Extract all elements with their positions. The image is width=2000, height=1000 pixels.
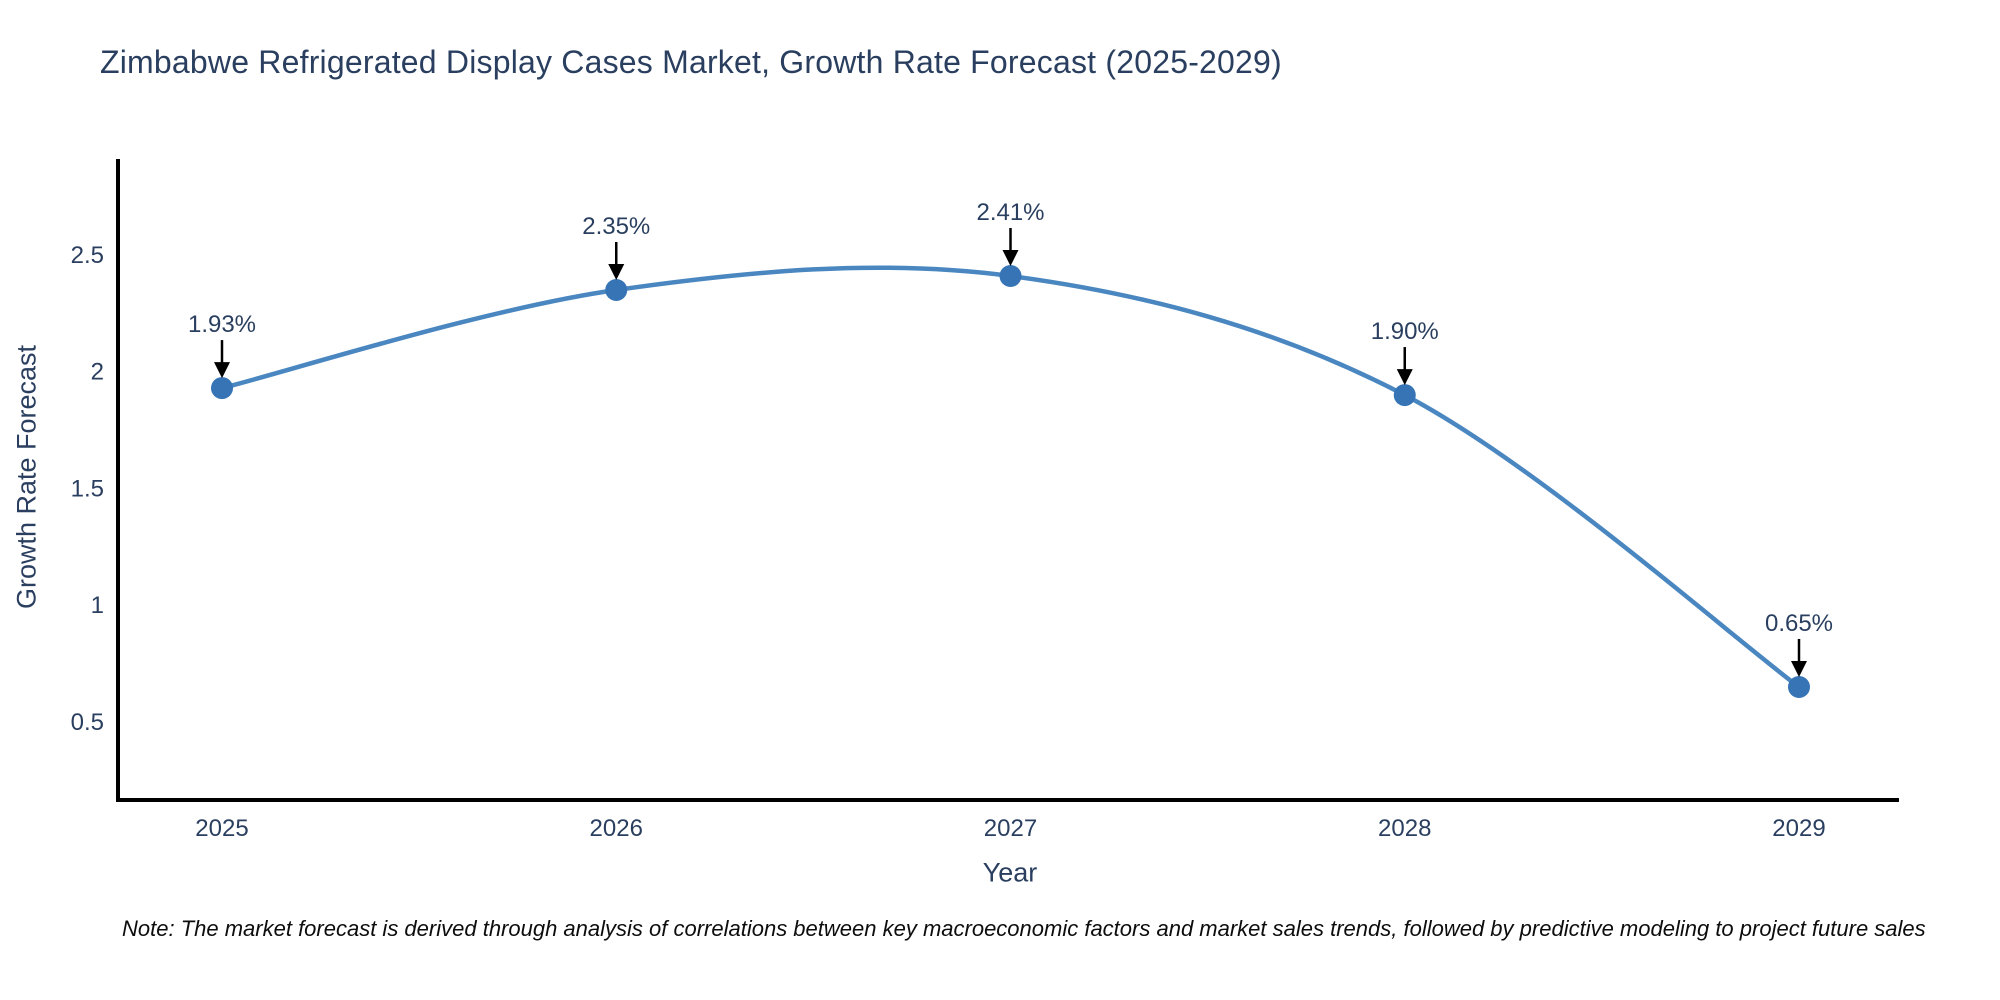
data-point-label: 2.41% [976, 199, 1044, 226]
annotation-arrow-head [608, 264, 625, 281]
data-point-marker [999, 264, 1022, 287]
chart-title: Zimbabwe Refrigerated Display Cases Mark… [100, 44, 1282, 80]
x-tick-label: 2027 [984, 815, 1037, 842]
x-tick-label: 2028 [1378, 815, 1431, 842]
data-point-marker [605, 279, 628, 302]
data-point-marker [1393, 384, 1416, 407]
x-tick-label: 2029 [1772, 815, 1825, 842]
data-point-label: 0.65% [1765, 610, 1833, 637]
annotation-arrow-head [1396, 369, 1413, 386]
data-point-label: 1.93% [188, 311, 256, 338]
annotation-arrow-head [1002, 249, 1019, 266]
x-axis-title: Year [982, 857, 1038, 888]
x-tick-label: 2026 [590, 815, 643, 842]
data-point-marker [1788, 675, 1810, 698]
x-tick-label: 2025 [195, 815, 248, 842]
y-tick-label: 2.5 [71, 242, 104, 269]
forecast-line [221, 265, 1801, 689]
y-tick-label: 1.5 [71, 475, 104, 502]
y-tick-label: 2 [91, 359, 104, 386]
y-tick-label: 1 [91, 592, 104, 619]
y-tick-label: 0.5 [71, 709, 104, 736]
data-point-label: 1.90% [1371, 318, 1439, 345]
annotation-arrow-head [214, 362, 230, 379]
annotation-arrow-head [1791, 660, 1807, 677]
y-axis-title: Growth Rate Forecast [11, 344, 42, 610]
data-point-label: 2.35% [582, 213, 650, 240]
data-point-marker [211, 377, 233, 400]
footnote: Note: The market forecast is derived thr… [122, 916, 1926, 941]
